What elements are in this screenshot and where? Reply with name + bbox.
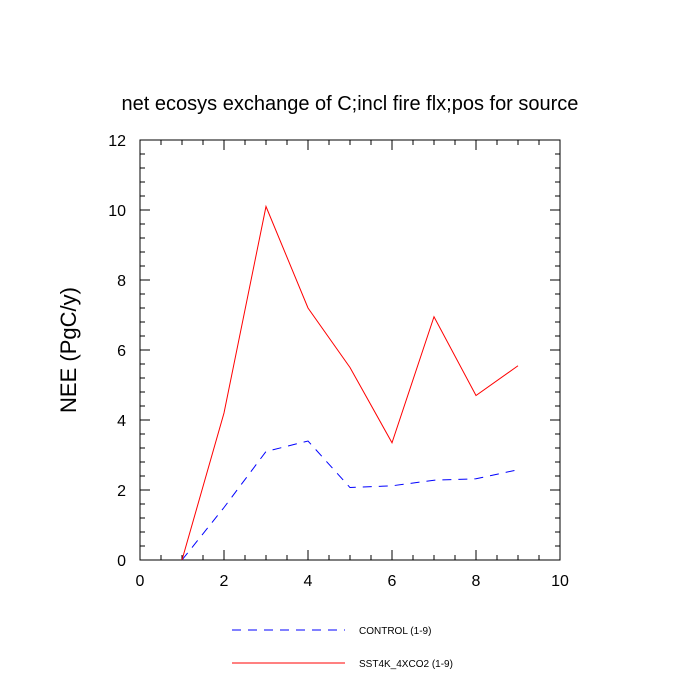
- x-tick-label: 6: [388, 573, 397, 590]
- y-axis-label: NEE (PgC/y): [56, 287, 81, 413]
- y-tick-label: 2: [117, 483, 126, 500]
- axis-ticks: 0 2 4 6 8 10 0 2 4 6 8 10 12: [108, 133, 569, 590]
- x-tick-label: 4: [304, 573, 313, 590]
- x-tick-label: 8: [472, 573, 481, 590]
- x-tick-label: 10: [551, 573, 569, 590]
- y-tick-label: 0: [117, 553, 126, 570]
- x-tick-label: 2: [220, 573, 229, 590]
- series-layer: [181, 204, 519, 561]
- series-line-2: [181, 204, 519, 561]
- y-tick-label: 4: [117, 413, 126, 430]
- legend-label-1: CONTROL (1-9): [359, 626, 431, 637]
- plot-frame: [139, 139, 561, 561]
- legend-label-2: SST4K_4XCO2 (1-9): [359, 659, 453, 670]
- y-tick-label: 12: [108, 133, 126, 150]
- chart-title: net ecosys exchange of C;incl fire flx;p…: [122, 93, 579, 115]
- y-tick-label: 8: [117, 273, 126, 290]
- series-line-1: [181, 440, 519, 561]
- y-tick-label: 10: [108, 203, 126, 220]
- x-tick-label: 0: [136, 573, 145, 590]
- y-tick-label: 6: [117, 343, 126, 360]
- legend: CONTROL (1-9) SST4K_4XCO2 (1-9): [232, 626, 453, 670]
